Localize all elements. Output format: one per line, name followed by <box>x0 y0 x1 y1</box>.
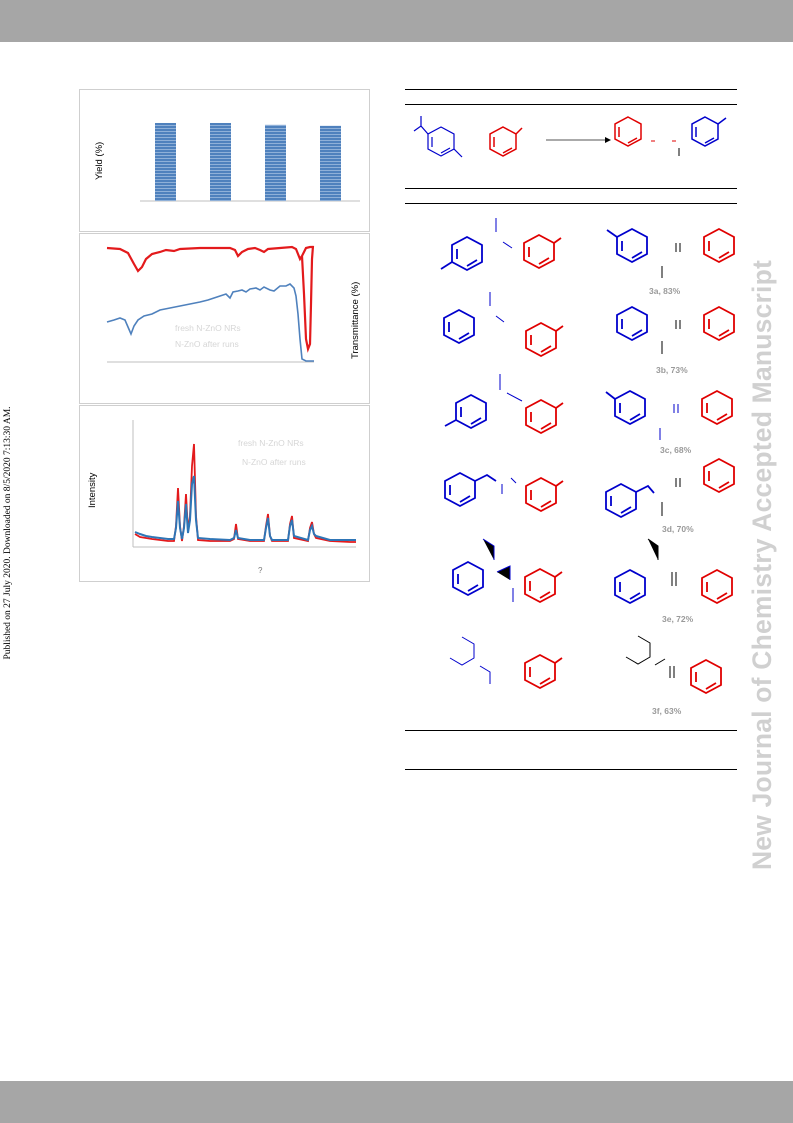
journal-watermark: New Journal of Chemistry Accepted Manusc… <box>747 259 777 871</box>
product-1-amine <box>606 227 648 264</box>
aldehyde-4 <box>525 476 564 513</box>
general-product-aryl <box>614 116 642 147</box>
amine-6 <box>449 636 491 684</box>
product-4-aryl <box>703 457 735 494</box>
aldehyde-5 <box>524 567 563 604</box>
product-label-3f: 3f, 63% <box>652 706 682 716</box>
ir-spectra-panel: fresh N-ZnO NRs N-ZnO after runs Transmi… <box>79 233 370 404</box>
series-fresh-ir <box>106 245 314 273</box>
product-label-3d: 3d, 70% <box>662 524 694 534</box>
bar-4 <box>320 125 341 201</box>
product-1-aryl <box>703 227 735 264</box>
amine-4-substituents <box>501 477 517 494</box>
publication-note: Published on 27 July 2020. Downloaded on… <box>3 406 13 660</box>
amine-2-substituents <box>489 292 505 323</box>
amine-5-substituents <box>482 538 514 602</box>
scheme-rule-3 <box>405 188 737 189</box>
product-5-aryl <box>701 568 733 605</box>
yield-bar-panel: Yield (%) <box>79 89 370 232</box>
bars-group <box>155 122 341 201</box>
product-5-bonds <box>647 538 677 586</box>
product-3-aryl <box>701 389 733 426</box>
general-aldehyde <box>489 126 523 157</box>
ir-spectra-chart: fresh N-ZnO NRs N-ZnO after runs Transmi… <box>106 245 361 363</box>
product-4-amine <box>605 482 655 519</box>
product-5-amine <box>614 568 646 605</box>
series-after-xrd <box>134 475 356 542</box>
scheme-rule-5 <box>405 730 737 731</box>
reaction-scheme: 3a, 83% 3b, 73% 3c, 68% <box>413 116 735 716</box>
product-4-bonds <box>661 478 681 516</box>
yield-bar-chart: Yield (%) <box>94 122 360 202</box>
product-label-3c: 3c, 68% <box>660 445 692 455</box>
aldehyde-3 <box>525 398 564 435</box>
transmittance-axis-label: Transmittance (%) <box>350 282 361 359</box>
bar-1 <box>155 122 176 201</box>
scheme-rule-4 <box>405 203 737 204</box>
amine-3-substituents <box>499 374 523 402</box>
series-after-ir <box>106 283 314 362</box>
bar-2 <box>210 122 231 201</box>
amine-4 <box>444 471 497 508</box>
xrd-chart: fresh N-ZnO NRs N-ZnO after runs Intensi… <box>87 420 356 575</box>
general-product-amine <box>678 116 727 156</box>
xrd-x-axis-label: ? <box>258 566 263 575</box>
aldehyde-6 <box>524 653 563 690</box>
series-fresh-ir-dip <box>300 245 315 353</box>
scheme-rule-bottom <box>405 769 737 770</box>
product-6-aryl <box>690 658 722 695</box>
product-label-3e: 3e, 72% <box>662 614 694 624</box>
product-3-amine <box>605 389 646 426</box>
product-6-bonds <box>625 635 675 678</box>
amine-1-substituents <box>495 218 513 249</box>
aldehyde-2 <box>525 321 564 358</box>
footer-band <box>0 1081 793 1123</box>
ir-legend-fresh: fresh N-ZnO NRs <box>175 323 241 333</box>
bar-3 <box>265 124 286 201</box>
general-amine <box>413 116 463 158</box>
scheme-rule-top <box>405 89 737 90</box>
aldehyde-1 <box>523 233 562 270</box>
product-2-bonds <box>661 320 681 354</box>
yield-axis-label: Yield (%) <box>94 142 105 180</box>
xrd-legend-fresh: fresh N-ZnO NRs <box>238 438 304 448</box>
header-band <box>0 0 793 42</box>
product-2-amine <box>616 305 648 342</box>
xrd-legend-after: N-ZnO after runs <box>242 457 306 467</box>
product-label-3a: 3a, 83% <box>649 286 681 296</box>
amine-3 <box>444 393 487 430</box>
ir-legend-after: N-ZnO after runs <box>175 339 239 349</box>
scheme-rule-2 <box>405 104 737 105</box>
product-3-bonds <box>659 404 679 440</box>
product-1-bonds <box>661 243 681 278</box>
product-2-aryl <box>703 305 735 342</box>
amine-5 <box>452 560 484 597</box>
amine-1 <box>440 235 483 272</box>
amine-2 <box>443 308 475 345</box>
product-label-3b: 3b, 73% <box>656 365 688 375</box>
xrd-panel: fresh N-ZnO NRs N-ZnO after runs Intensi… <box>79 405 370 582</box>
intensity-axis-label: Intensity <box>87 472 98 508</box>
